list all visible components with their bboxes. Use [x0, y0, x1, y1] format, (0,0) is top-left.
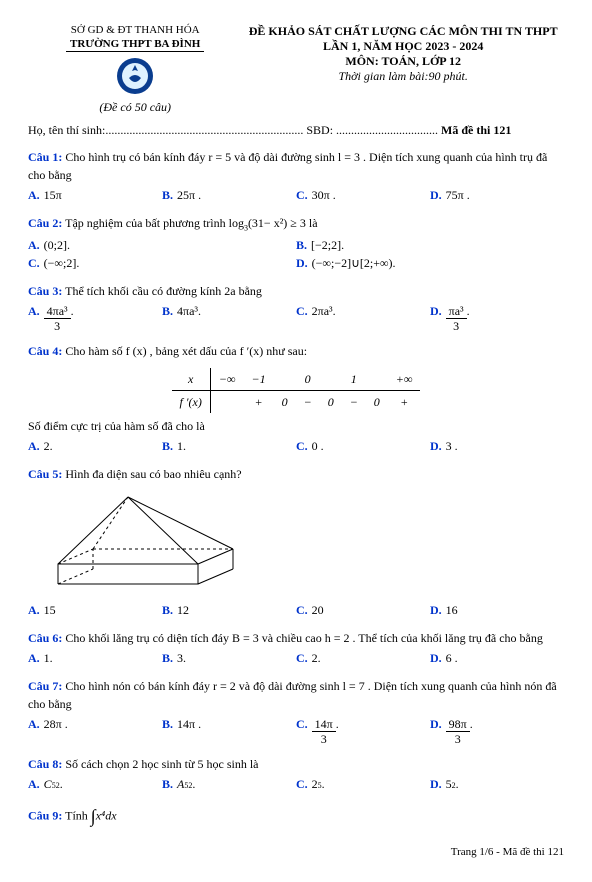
q9-text-pre: Tính	[62, 809, 90, 823]
q8-label: Câu 8:	[28, 757, 62, 771]
q2-text-pre: Tập nghiệm của bất phương trình log	[62, 216, 244, 230]
question-2: Câu 2: Tập nghiệm của bất phương trình l…	[28, 214, 564, 272]
header-left: SỞ GD & ĐT THANH HÓA TRƯỜNG THPT BA ĐÌNH…	[28, 24, 242, 115]
q2-opt-d: D.(−∞;−2]∪[2;+∞).	[296, 254, 564, 272]
q3-opt-b: B.4πa³.	[162, 302, 296, 332]
question-count-note: (Đề có 50 câu)	[28, 100, 242, 115]
q7-text: Cho hình nón có bán kính đáy r = 2 và độ…	[28, 679, 557, 711]
question-1: Câu 1: Cho hình trụ có bán kính đáy r = …	[28, 148, 564, 204]
q6-opt-c: C.2.	[296, 649, 430, 667]
sbd-label: SBD:	[306, 123, 333, 137]
q7-label: Câu 7:	[28, 679, 62, 693]
q8-text: Số cách chọn 2 học sinh từ 5 học sinh là	[62, 757, 258, 771]
q5-text: Hình đa diện sau có bao nhiêu cạnh?	[62, 467, 241, 481]
q1-opt-a: A.15π	[28, 186, 162, 204]
q7-opt-a: A.28π .	[28, 715, 162, 745]
title-line-3: MÔN: TOÁN, LỚP 12	[242, 54, 564, 69]
exam-code: Mã đề thi 121	[441, 123, 511, 137]
q6-opt-d: D.6 .	[430, 649, 564, 667]
dept-line: SỞ GD & ĐT THANH HÓA	[28, 24, 242, 36]
q8-opt-b: B. A52.	[162, 775, 296, 793]
q5-opt-a: A.15	[28, 601, 162, 619]
q4-label: Câu 4:	[28, 344, 62, 358]
q7-opt-c: C. 14π3.	[296, 715, 430, 745]
q2-text-suf: (31− x²) ≥ 3 là	[248, 216, 318, 230]
page-header: SỞ GD & ĐT THANH HÓA TRƯỜNG THPT BA ĐÌNH…	[28, 24, 564, 115]
title-line-1: ĐỀ KHẢO SÁT CHẤT LƯỢNG CÁC MÔN THI TN TH…	[242, 24, 564, 39]
q4-text: Cho hàm số f (x) , bảng xét dấu của f ′(…	[62, 344, 307, 358]
question-5: Câu 5: Hình đa diện sau có bao nhiêu cạn…	[28, 465, 564, 619]
q1-opt-c: C.30π .	[296, 186, 430, 204]
name-line: Họ, tên thí sinh:.......................…	[28, 123, 564, 138]
q5-opt-b: B.12	[162, 601, 296, 619]
q8-opt-a: A. C52.	[28, 775, 162, 793]
q6-label: Câu 6:	[28, 631, 62, 645]
q5-opt-d: D.16	[430, 601, 564, 619]
name-label: Họ, tên thí sinh:	[28, 123, 105, 137]
q2-opt-b: B.[−2;2].	[296, 236, 564, 254]
polyhedron-figure	[48, 489, 248, 599]
q1-opt-d: D.75π .	[430, 186, 564, 204]
q4-sign-table: x −∞ −1 0 1 +∞ f ′(x) + 0 − 0 − 0 +	[172, 368, 421, 413]
q6-opt-a: A.1.	[28, 649, 162, 667]
question-4: Câu 4: Cho hàm số f (x) , bảng xét dấu c…	[28, 342, 564, 455]
q4-opt-d: D.3 .	[430, 437, 564, 455]
question-6: Câu 6: Cho khối lăng trụ có diện tích đá…	[28, 629, 564, 667]
header-right: ĐỀ KHẢO SÁT CHẤT LƯỢNG CÁC MÔN THI TN TH…	[242, 24, 564, 115]
q1-label: Câu 1:	[28, 150, 62, 164]
q5-opt-c: C.20	[296, 601, 430, 619]
question-3: Câu 3: Thể tích khối cầu có đường kính 2…	[28, 282, 564, 332]
title-line-4: Thời gian làm bài:90 phút.	[242, 69, 564, 84]
q9-integrand: x⁴dx	[96, 809, 117, 823]
q4-opt-c: C.0 .	[296, 437, 430, 455]
title-line-2: LẦN 1, NĂM HỌC 2023 - 2024	[242, 39, 564, 54]
q3-opt-c: C.2πa³.	[296, 302, 430, 332]
question-7: Câu 7: Cho hình nón có bán kính đáy r = …	[28, 677, 564, 745]
page-footer: Trang 1/6 - Mã đề thi 121	[28, 846, 564, 858]
q4-after-text: Số điểm cực trị của hàm số đã cho là	[28, 417, 564, 435]
q3-label: Câu 3:	[28, 284, 62, 298]
q6-text: Cho khối lăng trụ có diện tích đáy B = 3…	[62, 631, 543, 645]
q7-opt-b: B.14π .	[162, 715, 296, 745]
q9-label: Câu 9:	[28, 809, 62, 823]
q8-opt-c: C. 25.	[296, 775, 430, 793]
school-line: TRƯỜNG THPT BA ĐÌNH	[66, 38, 204, 52]
q3-opt-a: A. 4πa³3.	[28, 302, 162, 332]
q4-opt-b: B.1.	[162, 437, 296, 455]
q1-opt-b: B.25π .	[162, 186, 296, 204]
q1-text: Cho hình trụ có bán kính đáy r = 5 và độ…	[28, 150, 547, 182]
q4-opt-a: A.2.	[28, 437, 162, 455]
q7-opt-d: D. 98π3.	[430, 715, 564, 745]
sbd-dots: ..................................	[336, 123, 438, 137]
q2-opt-a: A.(0;2].	[28, 236, 296, 254]
q5-label: Câu 5:	[28, 467, 62, 481]
school-logo	[28, 56, 242, 96]
question-9: Câu 9: Tính ∫x⁴dx	[28, 803, 564, 830]
question-8: Câu 8: Số cách chọn 2 học sinh từ 5 học …	[28, 755, 564, 793]
q3-opt-d: D. πa³3.	[430, 302, 564, 332]
q8-opt-d: D. 52.	[430, 775, 564, 793]
q2-label: Câu 2:	[28, 216, 62, 230]
q2-opt-c: C.(−∞;2].	[28, 254, 296, 272]
name-dots: ........................................…	[105, 123, 303, 137]
q6-opt-b: B.3.	[162, 649, 296, 667]
q3-text: Thể tích khối cầu có đường kính 2a bằng	[62, 284, 262, 298]
